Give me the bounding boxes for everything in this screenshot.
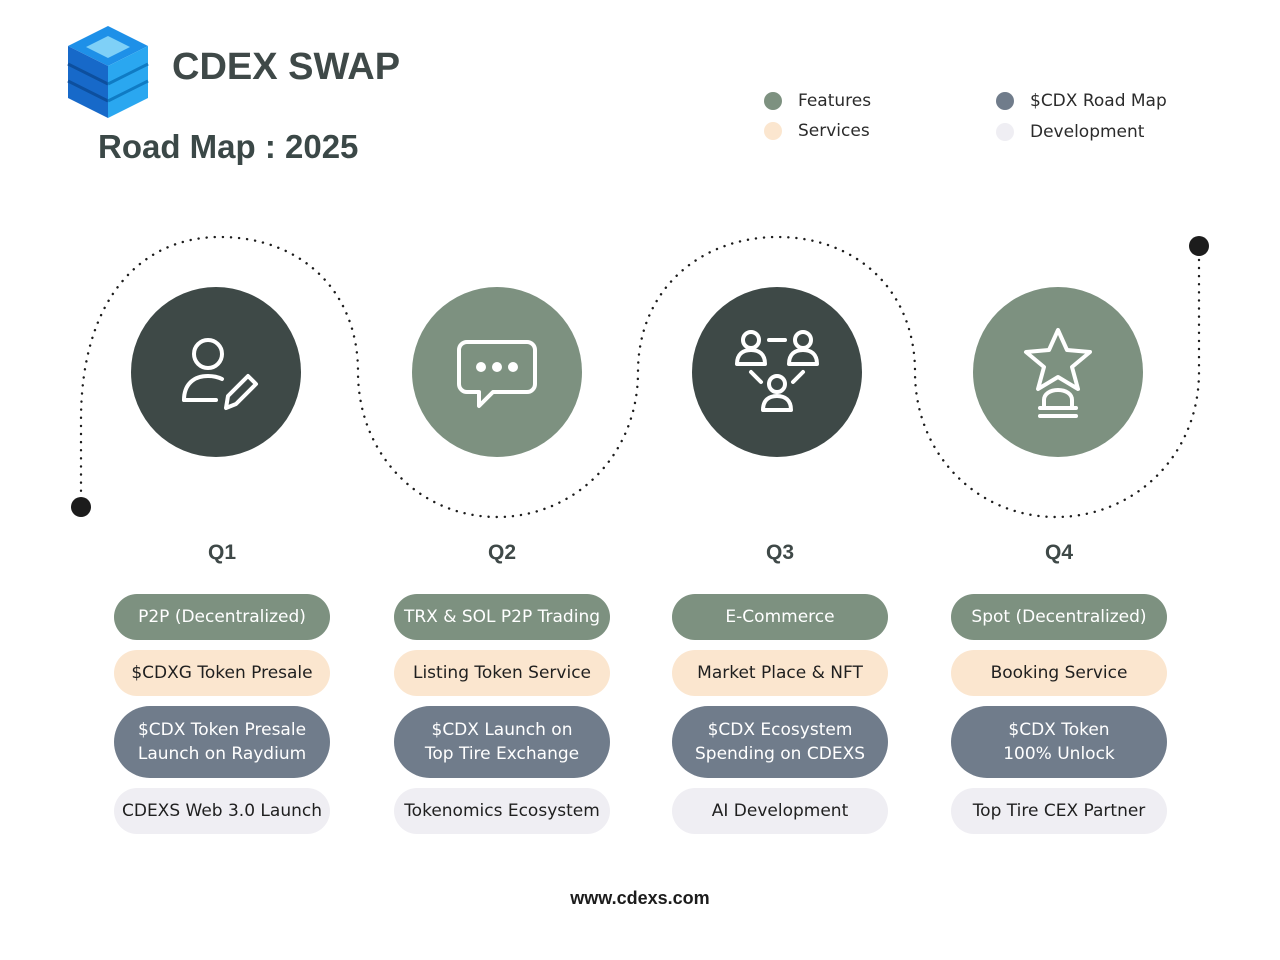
legend-item-roadmap: $CDX Road Map [996, 91, 1167, 111]
q3-service-pill: Market Place & NFT [672, 650, 888, 696]
q3-roadmap-pill: $CDX Ecosystem Spending on CDEXS [672, 706, 888, 778]
q1-development-pill: CDEXS Web 3.0 Launch [114, 788, 330, 834]
chat-bubble-icon [457, 340, 537, 408]
legend-label: Features [798, 91, 872, 111]
quarter-label-q1: Q1 [207, 541, 236, 564]
quarter-label-q3: Q3 [765, 541, 794, 564]
q3-development-pill: AI Development [672, 788, 888, 834]
q4-circle [973, 287, 1143, 457]
legend-label: $CDX Road Map [1030, 91, 1167, 111]
q4-feature-pill: Spot (Decentralized) [951, 594, 1167, 640]
legend-item-development: Development [996, 122, 1144, 142]
legend-item-features: Features [764, 91, 871, 111]
legend-dot [996, 123, 1014, 141]
q2-roadmap-pill: $CDX Launch on Top Tire Exchange [394, 706, 610, 778]
page-title: Road Map : 2025 [98, 128, 359, 165]
cdex-cube-logo-icon [67, 26, 149, 118]
legend-dot [996, 92, 1014, 110]
legend-label: Services [798, 121, 870, 141]
legend-item-services: Services [764, 121, 870, 141]
q1-feature-pill: P2P (Decentralized) [114, 594, 330, 640]
quarter-label-q2: Q2 [487, 541, 516, 564]
q3-feature-pill: E-Commerce [672, 594, 888, 640]
q2-service-pill: Listing Token Service [394, 650, 610, 696]
timeline-end-dot [1189, 236, 1209, 256]
q4-roadmap-pill: $CDX Token 100% Unlock [951, 706, 1167, 778]
brand-name: CDEX SWAP [172, 46, 401, 88]
legend-dot [764, 92, 782, 110]
q3-circle [692, 287, 862, 457]
q1-circle [131, 287, 301, 457]
q4-development-pill: Top Tire CEX Partner [951, 788, 1167, 834]
timeline-start-dot [71, 497, 91, 517]
team-network-icon [735, 330, 819, 412]
legend-label: Development [1030, 122, 1145, 142]
star-trophy-icon [1024, 328, 1092, 418]
quarter-label-q4: Q4 [1044, 541, 1073, 564]
q1-service-pill: $CDXG Token Presale [114, 650, 330, 696]
q2-circle [412, 287, 582, 457]
footer-website-link[interactable]: www.cdexs.com [570, 888, 710, 908]
q4-service-pill: Booking Service [951, 650, 1167, 696]
legend-dot [764, 122, 782, 140]
q2-development-pill: Tokenomics Ecosystem [394, 788, 610, 834]
q2-feature-pill: TRX & SOL P2P Trading [394, 594, 610, 640]
q1-roadmap-pill: $CDX Token Presale Launch on Raydium [114, 706, 330, 778]
user-edit-icon [182, 338, 258, 410]
